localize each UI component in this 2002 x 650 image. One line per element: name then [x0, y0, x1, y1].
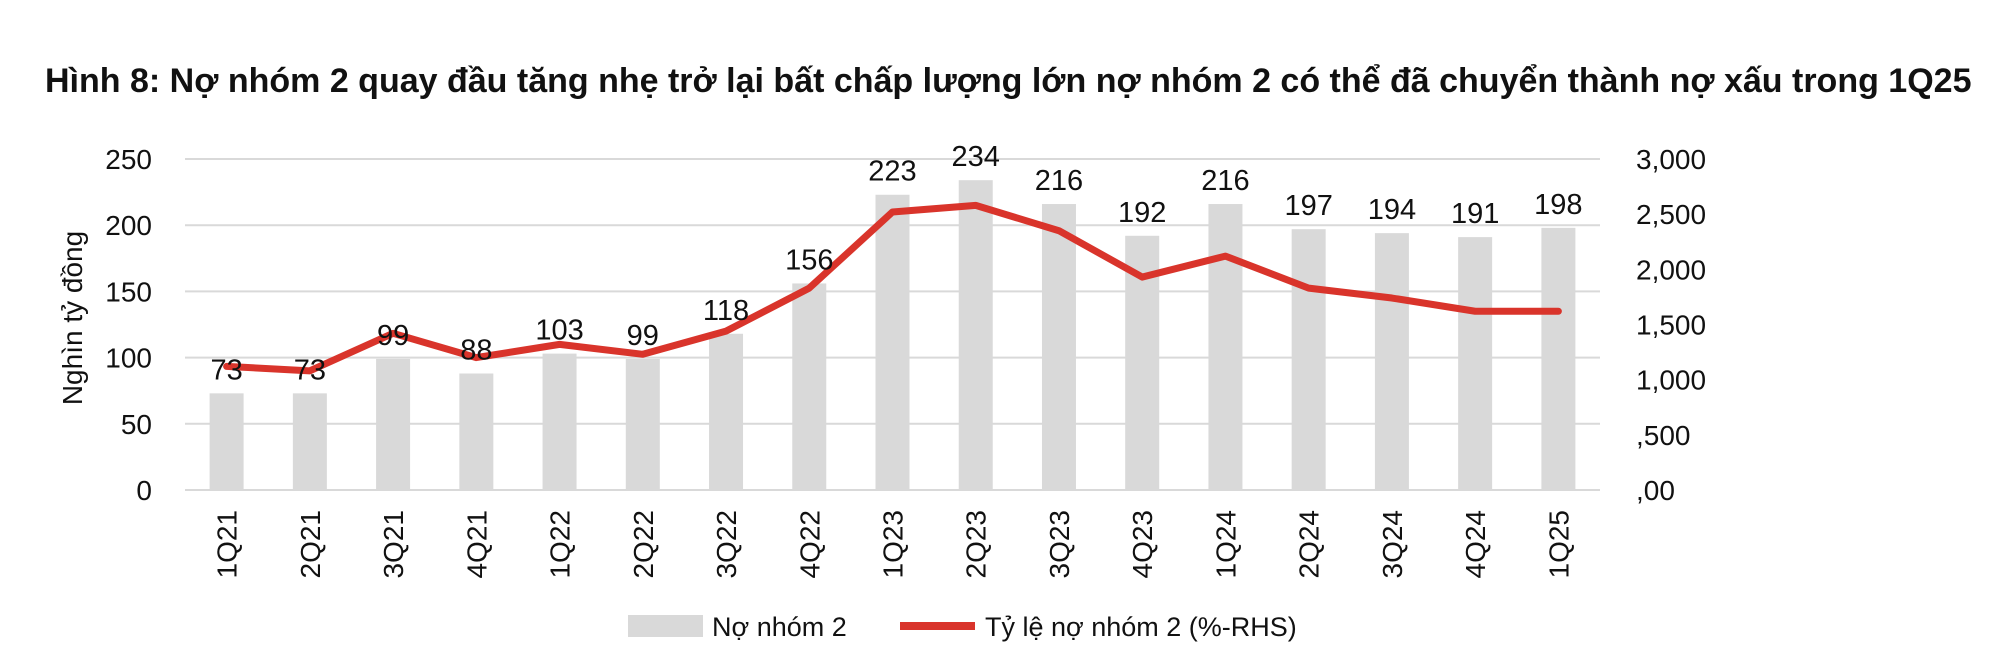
- bar-value-label: 192: [1118, 197, 1166, 229]
- y2-tick-label: 1,000: [1636, 365, 1706, 396]
- y-tick-label: 250: [105, 144, 152, 175]
- x-tick-label: 2Q22: [628, 510, 659, 579]
- bar: [1208, 204, 1243, 491]
- y-tick-label: 0: [136, 475, 152, 506]
- y2-tick-label: 2,500: [1636, 199, 1706, 230]
- bar-value-label: 88: [460, 334, 492, 366]
- bar-value-label: 99: [377, 320, 409, 352]
- x-tick-label: 4Q22: [794, 510, 825, 579]
- y-tick-label: 200: [105, 210, 152, 241]
- legend-swatch-bar: [628, 615, 703, 637]
- y-axis-title: Nghìn tỷ đồng: [57, 231, 88, 405]
- y-tick-label: 50: [121, 409, 152, 440]
- bar-value-label: 234: [952, 141, 1000, 173]
- bar-value-label: 73: [294, 354, 326, 386]
- x-tick-label: 1Q21: [212, 510, 243, 579]
- y2-tick-label: 3,000: [1636, 144, 1706, 175]
- x-tick-label: 2Q24: [1294, 510, 1325, 579]
- bar-value-label: 216: [1035, 165, 1083, 197]
- bar: [459, 373, 494, 490]
- bar: [625, 358, 660, 490]
- y-tick-label: 100: [105, 343, 152, 374]
- y-axis-right: ,00 ,500 1,000 1,500 2,000 2,500 3,000: [1636, 144, 1706, 506]
- y-axis-left: 0 50 100 150 200 250: [105, 144, 152, 506]
- bar-value-label: 99: [627, 320, 659, 352]
- x-tick-label: 3Q24: [1377, 510, 1408, 579]
- bar: [542, 353, 577, 490]
- y2-tick-label: ,500: [1636, 420, 1691, 451]
- legend-label-bar: Nợ nhóm 2: [712, 612, 847, 642]
- x-tick-label: 3Q21: [378, 510, 409, 579]
- y-tick-label: 150: [105, 276, 152, 307]
- bar-value-label: 191: [1451, 198, 1499, 230]
- bar-value-label: 73: [210, 354, 242, 386]
- x-tick-label: 4Q23: [1127, 510, 1158, 579]
- bar-value-label: 198: [1534, 189, 1582, 221]
- bar: [1458, 237, 1493, 490]
- legend-label-line: Tỷ lệ nợ nhóm 2 (%-RHS): [985, 612, 1297, 642]
- bar: [958, 180, 993, 490]
- bar: [376, 358, 411, 490]
- bar-value-label: 216: [1201, 165, 1249, 197]
- x-axis: 1Q21 2Q21 3Q21 4Q21 1Q22 2Q22 3Q22 4Q22 1Q23 2Q23…: [212, 510, 1575, 579]
- x-tick-label: 2Q23: [961, 510, 992, 579]
- bar: [1541, 227, 1576, 490]
- bar: [875, 194, 910, 491]
- x-tick-label: 4Q24: [1460, 510, 1491, 579]
- bar-value-label: 118: [703, 295, 749, 327]
- bar: [1041, 204, 1076, 491]
- data-labels: 73 73 99 88 103 99 118 156 223 234 216 192 216 197 194…: [210, 141, 1582, 386]
- y2-tick-label: ,00: [1636, 475, 1675, 506]
- bar: [1291, 229, 1326, 490]
- x-tick-label: 1Q24: [1210, 510, 1241, 579]
- x-tick-label: 1Q25: [1543, 510, 1574, 579]
- bar: [792, 283, 827, 490]
- bar-series: [209, 180, 1576, 491]
- bar-value-label: 103: [535, 315, 583, 347]
- chart-title: Hình 8: Nợ nhóm 2 quay đầu tăng nhẹ trở …: [45, 62, 1972, 100]
- x-tick-label: 1Q23: [878, 510, 909, 579]
- x-tick-label: 3Q23: [1044, 510, 1075, 579]
- bar-value-label: 156: [785, 244, 833, 276]
- x-tick-label: 4Q21: [461, 510, 492, 579]
- bar-value-label: 223: [868, 156, 916, 188]
- bar: [1374, 233, 1409, 491]
- bar-value-label: 194: [1368, 194, 1416, 226]
- x-tick-label: 1Q22: [545, 510, 576, 579]
- bar-value-label: 197: [1284, 190, 1332, 222]
- x-tick-label: 3Q22: [711, 510, 742, 579]
- x-tick-label: 2Q21: [295, 510, 326, 579]
- bar: [292, 393, 327, 490]
- legend: Nợ nhóm 2 Tỷ lệ nợ nhóm 2 (%-RHS): [628, 612, 1297, 642]
- y2-tick-label: 2,000: [1636, 254, 1706, 285]
- y2-tick-label: 1,500: [1636, 310, 1706, 341]
- bar: [209, 393, 244, 490]
- bar: [709, 333, 744, 490]
- line-series: [223, 201, 1562, 375]
